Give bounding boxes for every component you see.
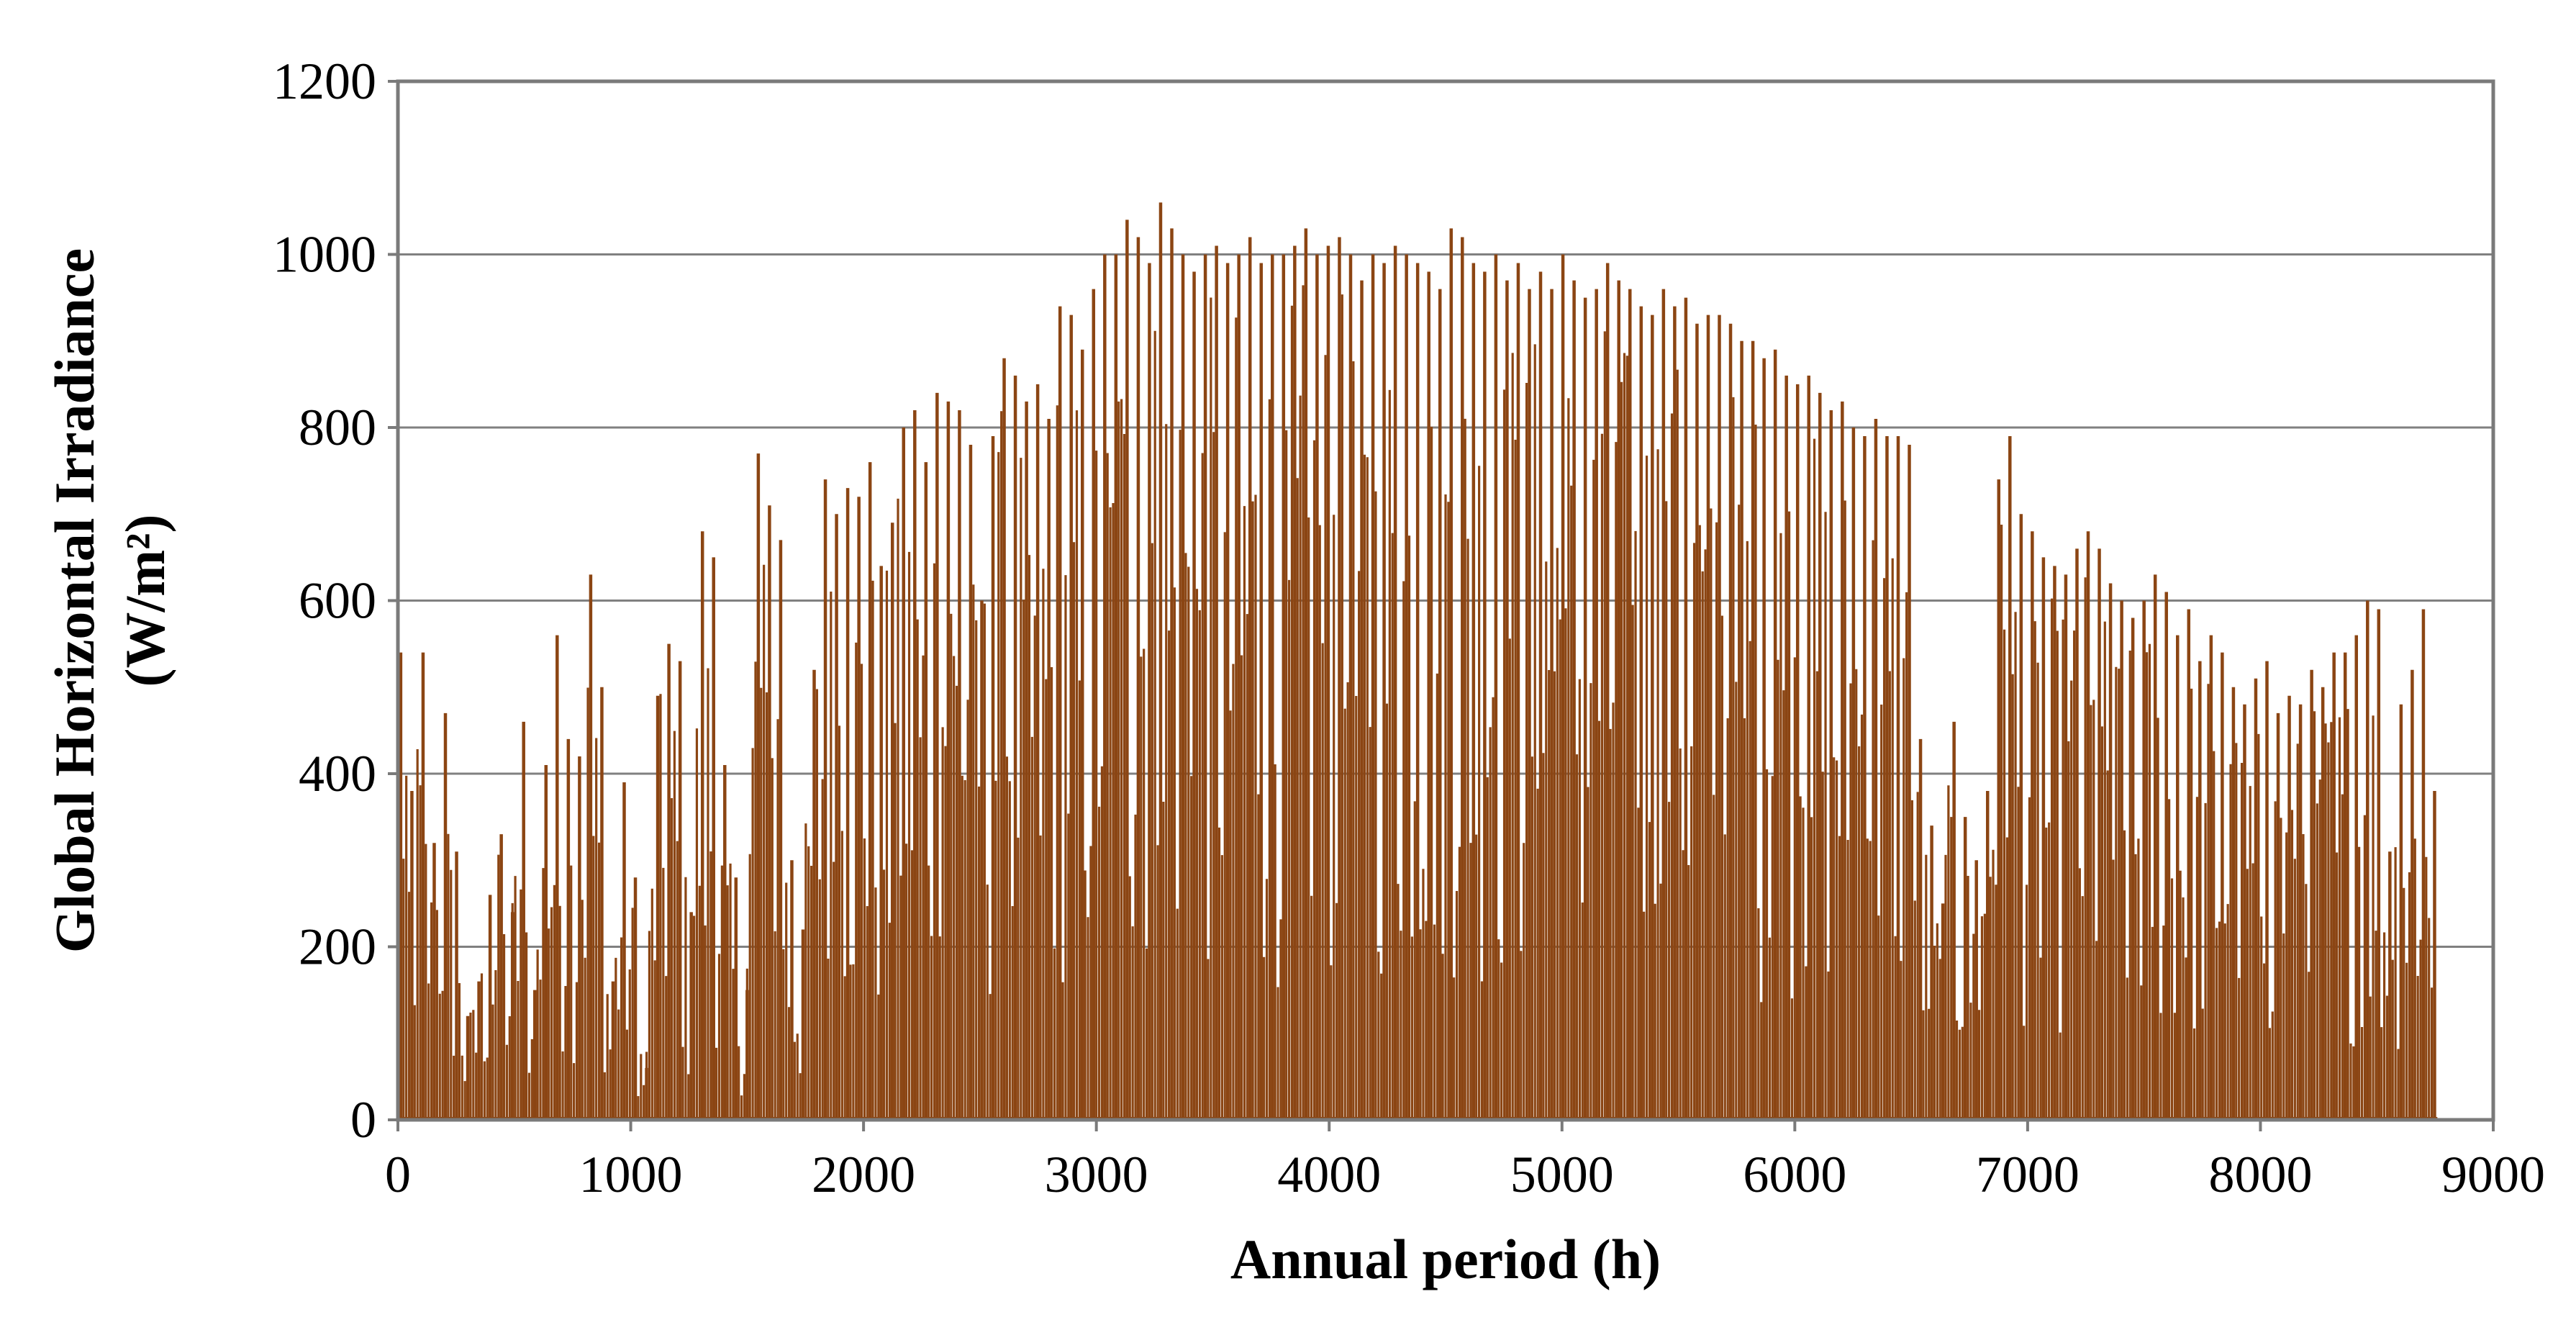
x-tick-label: 2000 — [812, 1146, 915, 1203]
x-tick-label: 5000 — [1510, 1146, 1614, 1203]
x-tick-label: 1000 — [579, 1146, 683, 1203]
y-tick-label: 0 — [350, 1091, 376, 1149]
irradiance-series — [396, 202, 2438, 1120]
x-tick-label: 4000 — [1277, 1146, 1381, 1203]
x-tick-label: 6000 — [1743, 1146, 1846, 1203]
y-tick-label: 400 — [299, 745, 376, 802]
y-axis-title: Global Horizontal Irradiance — [43, 248, 106, 953]
y-tick-label: 800 — [299, 399, 376, 456]
y-tick-label: 1000 — [273, 226, 376, 284]
y-tick-label: 200 — [299, 918, 376, 976]
x-tick-label: 7000 — [1976, 1146, 2080, 1203]
x-axis: 0 1000 2000 3000 4000 5000 6000 7000 8000 9000 — [385, 1120, 2545, 1203]
x-tick-label: 9000 — [2441, 1146, 2545, 1203]
y-axis-title-unit: (W/m²) — [114, 515, 176, 687]
x-tick-label: 0 — [385, 1146, 411, 1203]
x-tick-label: 3000 — [1045, 1146, 1148, 1203]
y-tick-label: 600 — [299, 572, 376, 630]
y-axis: 0 200 400 600 800 1000 1200 — [273, 53, 398, 1149]
x-tick-label: 8000 — [2208, 1146, 2312, 1203]
y-tick-label: 1200 — [273, 53, 376, 110]
x-axis-title: Annual period (h) — [1230, 1228, 1661, 1290]
